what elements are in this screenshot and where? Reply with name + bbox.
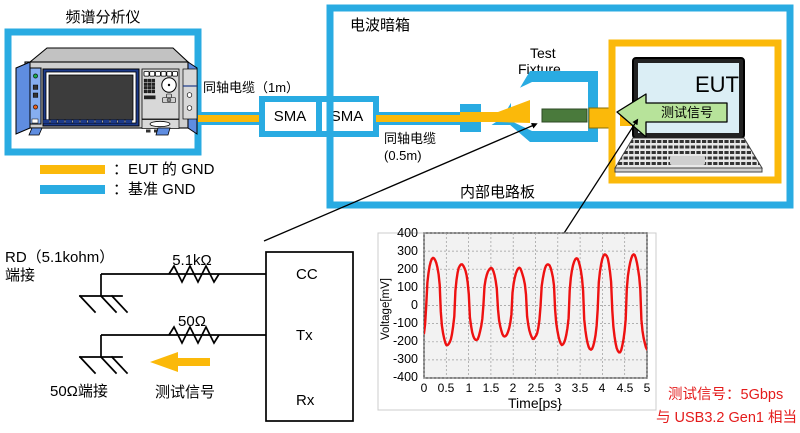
svg-text:：EUT 的 GND: ：EUT 的 GND [113, 161, 215, 178]
svg-text:300: 300 [397, 244, 418, 258]
svg-text:-100: -100 [393, 316, 418, 330]
svg-text:3.5: 3.5 [572, 381, 589, 395]
svg-text:50Ω端接: 50Ω端接 [50, 383, 108, 400]
svg-text:RD（5.1kohm）: RD（5.1kohm） [5, 249, 114, 266]
svg-text:同轴电缆（1m）: 同轴电缆（1m） [203, 80, 299, 95]
svg-text:200: 200 [397, 262, 418, 276]
svg-text:-200: -200 [393, 334, 418, 348]
svg-text:3: 3 [555, 381, 562, 395]
svg-text:5.1kΩ: 5.1kΩ [172, 252, 212, 269]
svg-text:频谱分析仪: 频谱分析仪 [65, 9, 140, 26]
svg-text:2: 2 [510, 381, 517, 395]
svg-text:CC: CC [296, 266, 318, 283]
svg-text:1: 1 [466, 381, 473, 395]
svg-text:1.5: 1.5 [483, 381, 500, 395]
svg-text:5: 5 [644, 381, 651, 395]
svg-text:SMA: SMA [331, 108, 364, 125]
svg-text:SMA: SMA [274, 108, 307, 125]
svg-text:4: 4 [599, 381, 606, 395]
svg-text:Voltage[mV]: Voltage[mV] [380, 278, 392, 340]
svg-text:测试信号: 测试信号 [661, 105, 713, 120]
svg-text:4.5: 4.5 [617, 381, 634, 395]
svg-text:50Ω: 50Ω [178, 313, 206, 330]
svg-text:400: 400 [397, 226, 418, 240]
svg-text:与 USB3.2 Gen1 相当: 与 USB3.2 Gen1 相当 [656, 409, 797, 426]
svg-text:EUT: EUT [695, 72, 739, 97]
svg-text:：基准 GND: ：基准 GND [113, 181, 196, 198]
svg-text:100: 100 [397, 280, 418, 294]
svg-text:0.5: 0.5 [438, 381, 455, 395]
svg-text:(0.5m): (0.5m) [384, 148, 422, 163]
svg-text:测试信号: 测试信号 [155, 384, 215, 401]
svg-text:Test: Test [530, 45, 556, 61]
svg-text:2.5: 2.5 [528, 381, 545, 395]
svg-text:Time[ps}: Time[ps} [508, 395, 562, 411]
svg-text:Tx: Tx [296, 327, 313, 344]
svg-text:测试信号：5Gbps: 测试信号：5Gbps [668, 386, 783, 403]
svg-text:端接: 端接 [5, 267, 35, 284]
svg-text:0: 0 [411, 298, 418, 312]
svg-text:-300: -300 [393, 352, 418, 366]
svg-text:同轴电缆: 同轴电缆 [384, 131, 436, 146]
svg-text:Rx: Rx [296, 392, 315, 409]
svg-text:0: 0 [421, 381, 428, 395]
svg-text:电波暗箱: 电波暗箱 [350, 17, 410, 34]
svg-text:-400: -400 [393, 370, 418, 384]
svg-text:内部电路板: 内部电路板 [460, 183, 535, 201]
